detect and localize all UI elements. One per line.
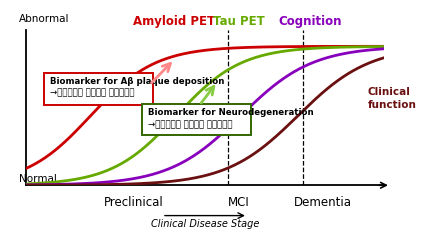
Text: Clinical
function: Clinical function — [368, 86, 416, 110]
Text: →조기진단을 반영하는 생체표지자: →조기진단을 반영하는 생체표지자 — [50, 89, 135, 98]
Text: Cognition: Cognition — [279, 15, 342, 28]
Text: →진행경과를 반영하는 대리표지자: →진행경과를 반영하는 대리표지자 — [148, 120, 233, 129]
FancyBboxPatch shape — [143, 104, 252, 135]
Text: Biomarker for Aβ plaque deposition: Biomarker for Aβ plaque deposition — [50, 77, 225, 86]
Text: Dementia: Dementia — [294, 196, 352, 209]
Text: MCI: MCI — [228, 196, 250, 209]
Text: Preclinical: Preclinical — [103, 196, 164, 209]
Text: Abnormal: Abnormal — [19, 14, 69, 24]
Text: Biomarker for Neurodegeneration: Biomarker for Neurodegeneration — [148, 108, 314, 117]
Text: Clinical Disease Stage: Clinical Disease Stage — [151, 219, 259, 229]
Text: Normal: Normal — [19, 174, 57, 184]
Text: Tau PET: Tau PET — [213, 15, 265, 28]
FancyBboxPatch shape — [44, 73, 153, 105]
Text: Amyloid PET: Amyloid PET — [133, 15, 215, 28]
